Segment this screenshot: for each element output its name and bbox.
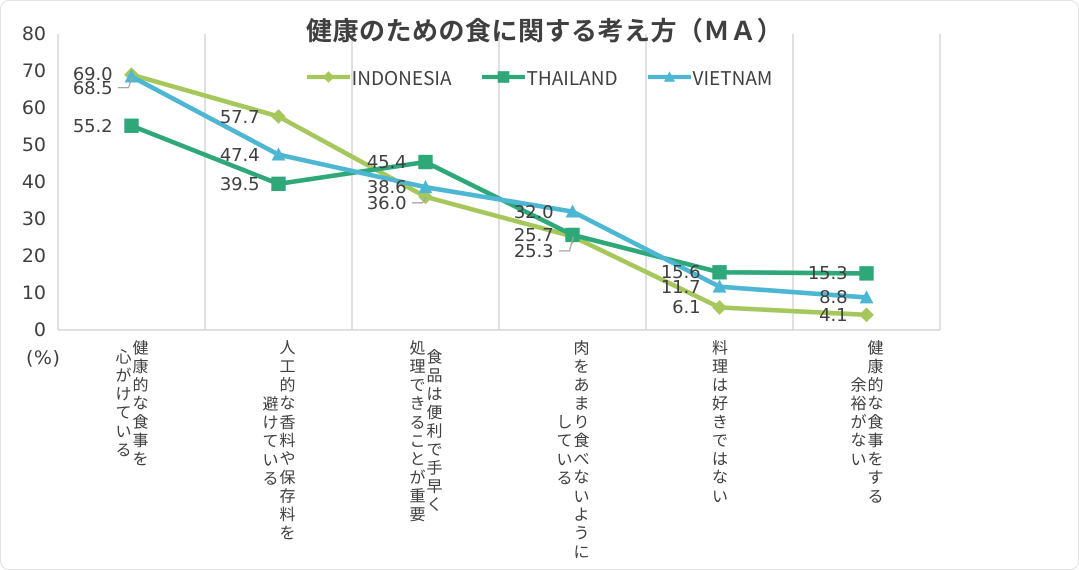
marker-thailand-5 [859,266,874,281]
data-label-vietnam-2: 38.6 [366,177,407,199]
y-tick-label-0: 0 [33,318,46,341]
x-category-label-0: 健康的な食事を 心がけている [111,339,153,469]
x-category-label-2: 食品は便利で手早く 処理できることが重要 [405,339,447,524]
data-label-thailand-4: 15.6 [660,262,701,284]
legend-label-thailand: THAILAND [526,63,618,91]
x-category-label-5: 健康的な食事をする 余裕がない [846,339,888,506]
marker-vietnam-0 [124,69,139,83]
data-label-thailand-2: 45.4 [366,152,407,174]
marker-vietnam-5 [859,290,874,304]
data-label-indonesia-5: 4.1 [819,304,848,326]
legend: INDONESIA THAILAND VIETNAM [0,66,1079,88]
y-tick-label-20: 20 [21,244,46,267]
data-label-vietnam-1: 47.4 [219,144,260,166]
x-category-label-1: 人工的な香料や保存料を 避けている [258,339,300,543]
marker-thailand-0 [124,118,139,133]
data-label-indonesia-0: 69.0 [72,63,113,85]
y-tick-label-30: 30 [21,207,46,230]
y-tick-label-80: 80 [21,22,46,45]
data-label-vietnam-5: 8.8 [819,287,848,309]
data-label-vietnam-3: 32.0 [513,201,554,223]
y-tick-label-70: 70 [21,59,46,82]
data-label-indonesia-3: 25.3 [513,240,554,262]
legend-item-vietnam: VIETNAM [647,63,773,91]
series-line-indonesia [129,72,869,318]
data-label-thailand-5: 15.3 [807,263,848,285]
data-label-thailand-3: 25.7 [513,224,554,246]
data-label-indonesia-4: 6.1 [672,297,701,319]
y-tick-label-40: 40 [21,170,46,193]
legend-item-thailand: THAILAND [481,63,618,91]
legend-item-indonesia: INDONESIA [306,63,452,91]
marker-thailand-4 [712,265,727,280]
legend-marker-diamond [306,71,350,83]
marker-indonesia-1 [271,109,286,124]
chart-title: 健康のための食に関する考え方（ＭＡ） [305,11,783,48]
marker-thailand-2 [418,154,433,170]
data-label-indonesia-2: 36.0 [366,192,407,214]
data-label-indonesia-1: 57.7 [219,106,260,128]
x-category-label-3: 肉をあまり食べないように している [552,339,594,561]
legend-marker-triangle [647,71,691,82]
marker-indonesia-2 [418,189,433,205]
y-tick-label-10: 10 [21,281,46,304]
marker-vietnam-2 [418,179,433,194]
y-tick-label-50: 50 [21,133,46,156]
leader-line-indonesia-2 [412,196,427,204]
leader-line-indonesia-3 [559,236,574,252]
marker-indonesia-4 [712,300,727,315]
legend-label-vietnam: VIETNAM [692,63,773,91]
marker-vietnam-4 [712,279,727,293]
x-category-label-4: 料理は好きではない [708,339,732,506]
legend-marker-square [481,71,525,83]
marker-thailand-1 [271,176,286,192]
y-tick-label-60: 60 [21,96,46,119]
data-label-thailand-1: 39.5 [219,173,260,195]
leader-line-vietnam-0 [118,76,133,89]
legend-marker-shape-diamond [322,71,334,83]
marker-vietnam-1 [271,147,286,161]
legend-label-indonesia: INDONESIA [351,63,452,91]
data-label-vietnam-0: 68.5 [72,77,113,99]
data-label-thailand-0: 55.2 [72,115,113,137]
y-axis-unit-label: (%) [26,347,61,369]
legend-marker-shape-triangle [663,71,675,82]
legend-marker-shape-square [497,71,509,83]
marker-thailand-3 [565,227,580,243]
marker-vietnam-3 [565,204,580,218]
series-line-vietnam [129,74,869,300]
data-label-vietnam-4: 11.7 [660,276,701,298]
marker-indonesia-5 [859,307,874,323]
